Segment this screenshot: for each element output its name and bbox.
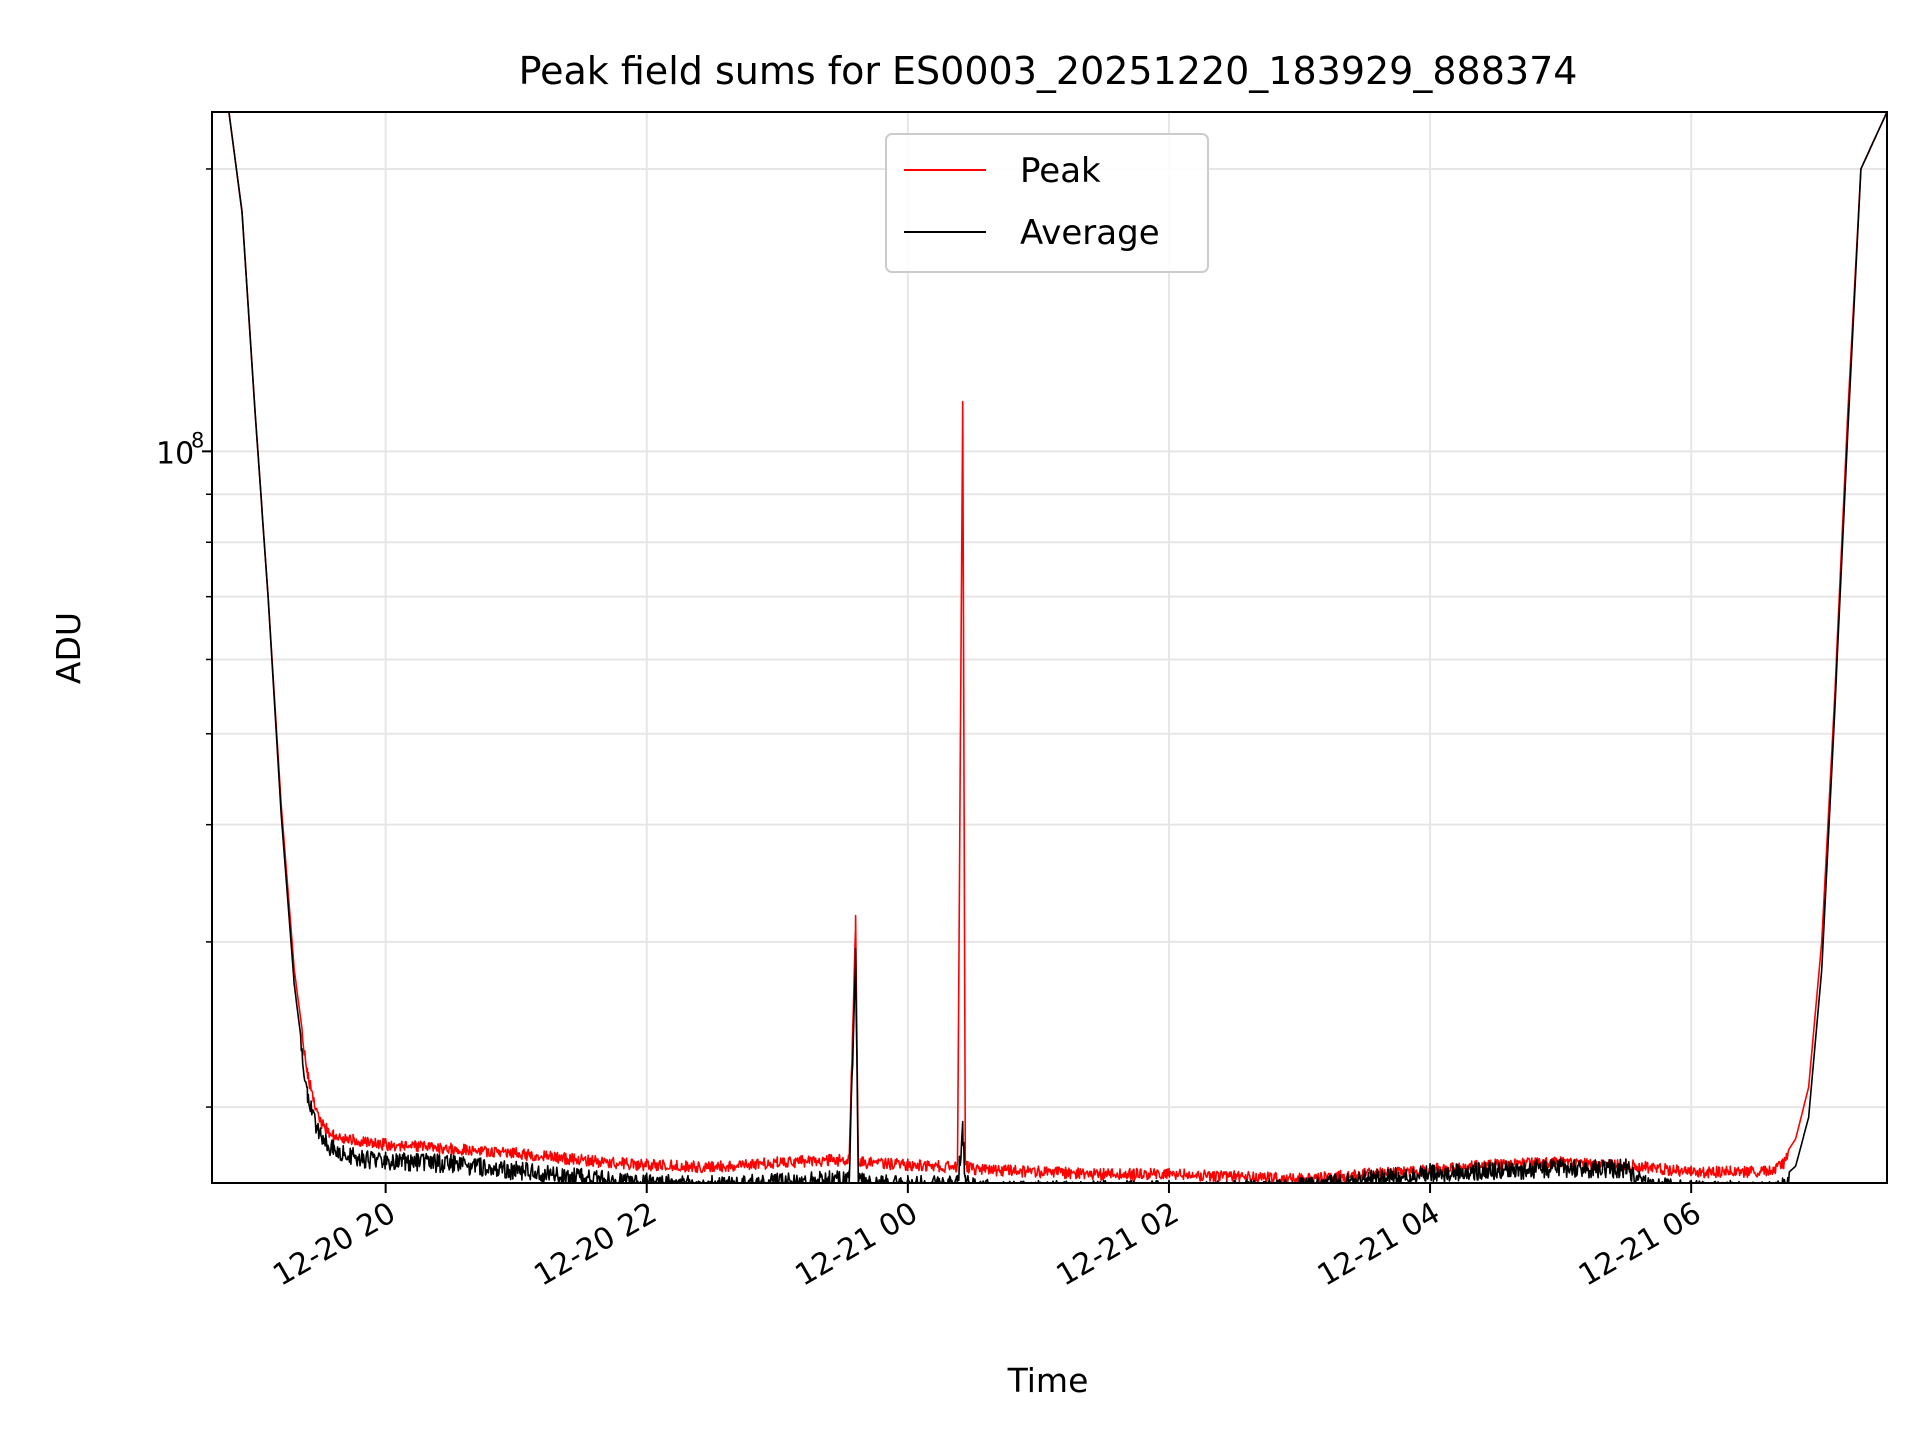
legend: Peak Average (885, 133, 1209, 273)
legend-box (885, 133, 1209, 273)
y-axis-label: ADU (49, 612, 88, 684)
legend-label-peak: Peak (1020, 151, 1101, 191)
y-tick-label-base: 10 (156, 436, 194, 471)
chart-title: Peak field sums for ES0003_20251220_1839… (519, 49, 1578, 93)
y-tick-label-exponent: 8 (191, 428, 204, 452)
y-tick-label: 108 (156, 428, 204, 471)
plot-frame (211, 111, 1888, 1184)
legend-label-average: Average (1020, 213, 1160, 253)
x-axis-label: Time (1007, 1361, 1089, 1400)
